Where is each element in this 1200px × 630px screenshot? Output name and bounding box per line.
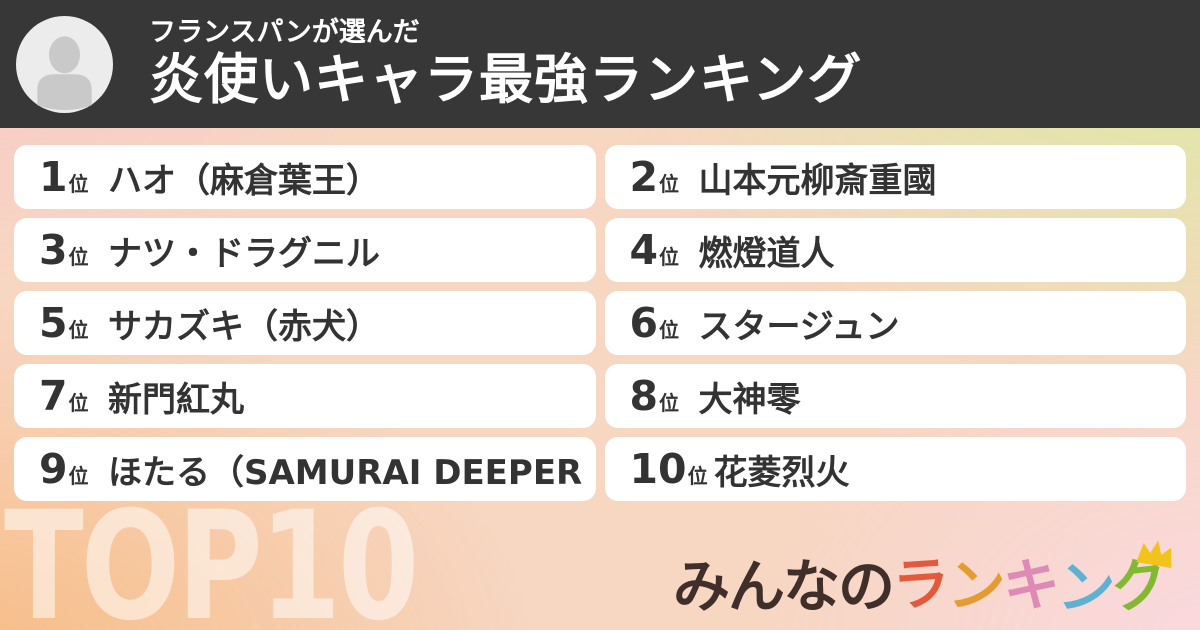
rank-suffix: 位: [687, 464, 708, 488]
header-bar: フランスパンが選んだ 炎使いキャラ最強ランキング: [0, 0, 1200, 128]
rank-number: 8: [629, 372, 659, 420]
rank-badge: 5 位: [39, 299, 102, 347]
rank-badge: 7 位: [39, 372, 102, 420]
user-avatar: [16, 15, 113, 113]
rank-number: 7: [39, 372, 68, 420]
item-name: 山本元柳斎重國: [698, 160, 937, 201]
ranking-item-card: 3 位 ナツ・ドラグニル: [14, 218, 596, 282]
ranking-title: 炎使いキャラ最強ランキング: [149, 48, 863, 112]
item-name: 燃燈道人: [698, 233, 835, 274]
logo-char: ン: [946, 552, 1005, 622]
ranking-item-card: 2 位 山本元柳斎重國: [604, 145, 1186, 209]
item-name: ほたる（SAMURAI DEEPER ...: [108, 452, 584, 493]
rank-suffix: 位: [68, 172, 89, 196]
ranking-author-subtitle: フランスパンが選んだ: [149, 16, 420, 48]
item-name: サカズキ（赤犬）: [108, 306, 380, 347]
logo-char: ラ: [890, 550, 951, 620]
rank-badge: 6 位: [630, 299, 693, 347]
rank-badge: 4 位: [630, 226, 693, 274]
rank-suffix: 位: [659, 245, 680, 269]
item-name: 花菱烈火: [713, 452, 850, 493]
rank-suffix: 位: [68, 391, 89, 415]
rank-badge: 3 位: [39, 226, 102, 274]
logo-char: キ: [1001, 551, 1060, 621]
item-name: スタージュン: [698, 306, 900, 347]
rank-suffix: 位: [68, 318, 89, 342]
rank-number: 9: [39, 445, 68, 493]
ranking-item-card: 6 位 スタージュン: [604, 291, 1186, 355]
rank-number: 6: [629, 299, 659, 347]
rank-badge: 8 位: [630, 372, 693, 420]
ranking-item-card: 7 位 新門紅丸: [14, 364, 596, 428]
item-name: ナツ・ドラグニル: [108, 233, 380, 274]
rank-number: 3: [39, 226, 68, 274]
logo-char: な: [783, 554, 840, 620]
crown-icon: [1136, 540, 1172, 569]
person-icon-body: [37, 73, 92, 110]
rank-number: 1: [39, 153, 68, 201]
minna-no-ranking-logo: みんなのランキング: [673, 540, 1172, 624]
item-name: 大神零: [698, 379, 801, 420]
rank-suffix: 位: [659, 172, 680, 196]
item-name: 新門紅丸: [108, 379, 244, 420]
logo-char: み: [673, 554, 730, 620]
rank-badge: 2 位: [630, 153, 693, 201]
ranking-grid: 1 位 ハオ（麻倉葉王） 2 位 山本元柳斎重國 3 位 ナツ・ドラグニル 4 …: [14, 145, 1186, 501]
rank-badge: 1 位: [39, 153, 102, 201]
rank-number: 5: [39, 299, 68, 347]
rank-number: 10: [629, 445, 687, 493]
top10-watermark: TOP10: [4, 480, 419, 630]
ranking-item-card: 1 位 ハオ（麻倉葉王）: [14, 145, 596, 209]
header-text: フランスパンが選んだ 炎使いキャラ最強ランキング: [149, 17, 862, 111]
ranking-item-card: 4 位 燃燈道人: [604, 218, 1186, 282]
rank-suffix: 位: [659, 391, 680, 415]
rank-suffix: 位: [659, 318, 680, 342]
ranking-item-card: 9 位 ほたる（SAMURAI DEEPER ...: [14, 437, 596, 501]
logo-text: みんなのランキング: [673, 549, 1171, 624]
logo-char: ン: [1055, 554, 1116, 624]
rank-badge: 9 位: [39, 445, 102, 493]
logo-char: の: [838, 554, 895, 620]
ranking-item-card: 5 位 サカズキ（赤犬）: [14, 291, 596, 355]
person-icon: [48, 35, 81, 73]
logo-char: ん: [728, 554, 785, 620]
rank-number: 4: [629, 226, 659, 274]
item-name: ハオ（麻倉葉王）: [108, 160, 380, 201]
rank-suffix: 位: [68, 245, 89, 269]
rank-suffix: 位: [68, 464, 89, 488]
ranking-item-card: 10 位 花菱烈火: [604, 437, 1186, 501]
ranking-item-card: 8 位 大神零: [604, 364, 1186, 428]
rank-number: 2: [629, 153, 659, 201]
rank-badge: 10 位: [630, 445, 708, 493]
